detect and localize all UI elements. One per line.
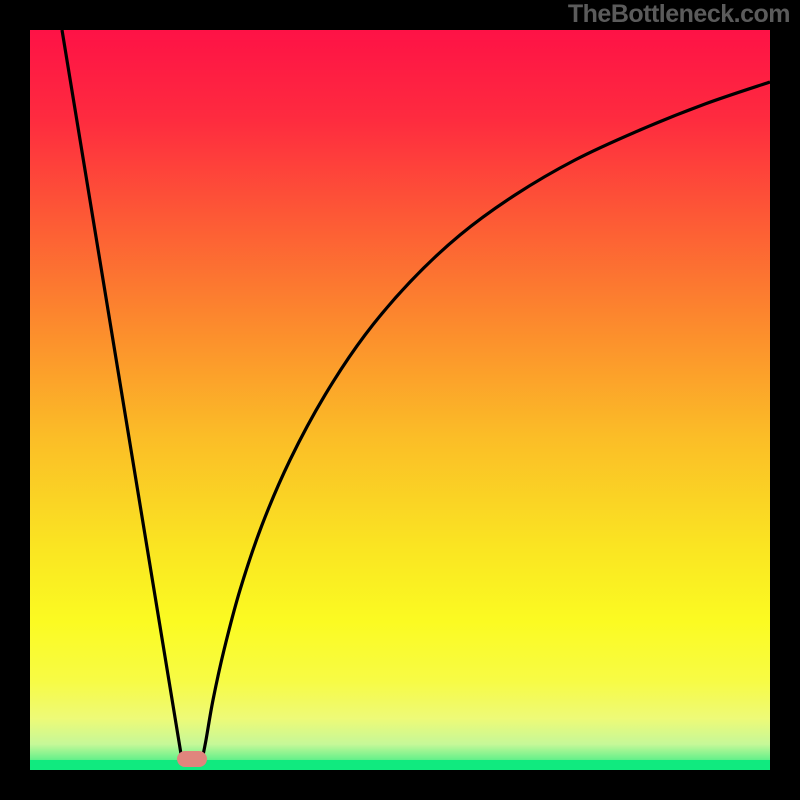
minimum-marker: [177, 751, 207, 767]
ascending-curve: [202, 82, 770, 760]
chart-container: TheBottleneck.com: [0, 0, 800, 800]
watermark-text: TheBottleneck.com: [568, 0, 790, 29]
descending-line: [62, 30, 182, 760]
curve-layer: [0, 0, 800, 800]
